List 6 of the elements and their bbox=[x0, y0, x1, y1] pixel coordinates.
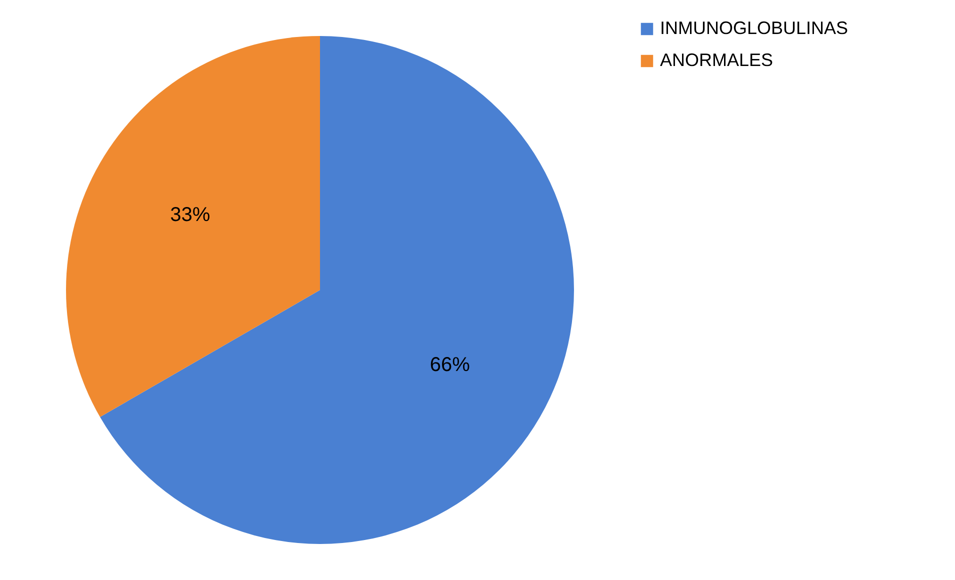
pie-slice bbox=[66, 36, 320, 417]
legend-label: ANORMALES bbox=[660, 50, 774, 70]
data-label: 66% bbox=[430, 354, 470, 376]
legend-label: INMUNOGLOBULINAS bbox=[660, 18, 848, 38]
pie-slice bbox=[100, 36, 574, 544]
data-label: 33% bbox=[170, 204, 210, 226]
